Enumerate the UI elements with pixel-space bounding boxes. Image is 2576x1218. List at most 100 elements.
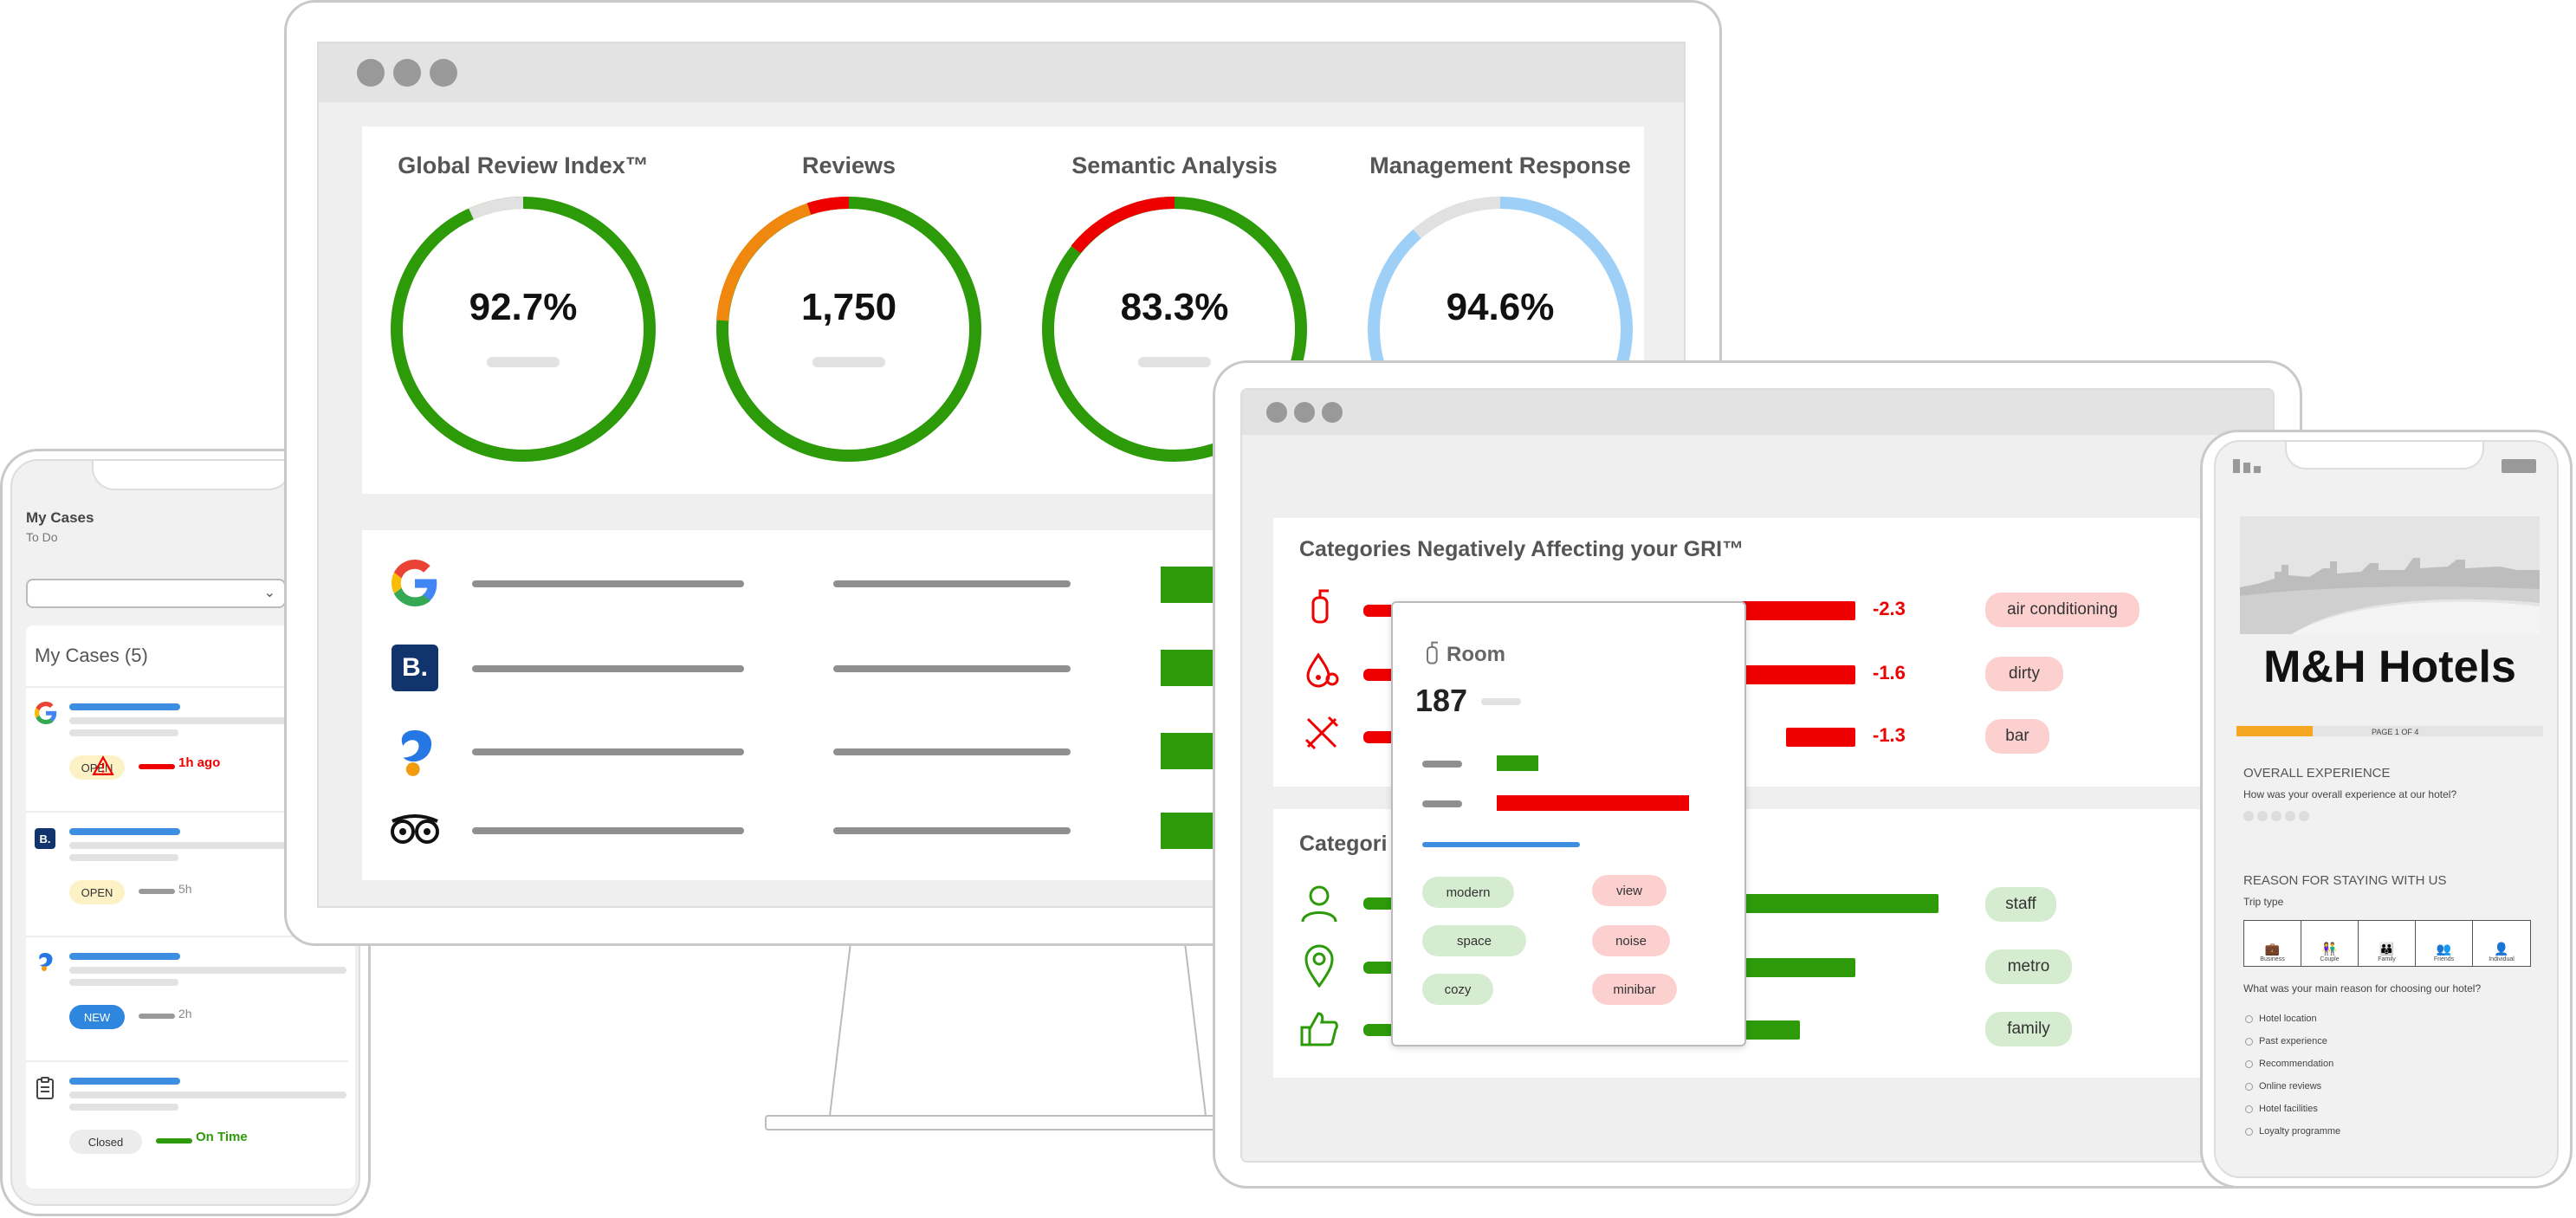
popup-positive-bar (1497, 755, 1538, 771)
source-name-line (472, 580, 744, 587)
page-indicator: PAGE 1 OF 4 (2372, 728, 2419, 736)
time-bar (139, 889, 175, 894)
window-control-dot[interactable] (430, 59, 457, 87)
popup-positive-tag[interactable]: space (1422, 925, 1526, 956)
case-title-line (69, 828, 180, 835)
source-score-bar (1161, 650, 1213, 686)
case-title-line (69, 953, 180, 960)
kpi-value: 94.6% (1446, 286, 1555, 328)
ctrip-icon (39, 953, 53, 971)
filter-dropdown[interactable]: ⌄ (26, 579, 286, 608)
hotel-brand: M&H Hotels (2263, 642, 2516, 692)
signal-icon (2233, 459, 2266, 473)
kpi-title: Global Review Index™ (398, 152, 649, 178)
category-tag[interactable]: bar (1985, 719, 2049, 754)
popup-positive-tag[interactable]: cozy (1422, 974, 1493, 1005)
popup-count: 187 (1415, 683, 1468, 718)
window-control-dot[interactable] (393, 59, 421, 87)
gauge-semantic (1042, 196, 1307, 462)
reason-label: Hotel location (2259, 1014, 2317, 1024)
trip-type-option[interactable]: 👥 Friends (2416, 921, 2473, 966)
trip-type-label: Trip type (2243, 896, 2284, 908)
individual-icon: 👤 (2494, 942, 2509, 956)
popup-stat-label (1422, 800, 1462, 807)
thumbs-up-icon (1300, 1012, 1338, 1046)
section-title: OVERALL EXPERIENCE (2243, 766, 2391, 781)
booking-icon: B. (35, 828, 55, 849)
reason-radio[interactable] (2245, 1083, 2253, 1091)
case-text-line (69, 729, 178, 736)
window-control-dot[interactable] (1322, 402, 1343, 423)
gauge-gri (391, 197, 656, 462)
briefcase-icon: 💼 (2264, 942, 2281, 956)
hotel-skyline-image (2240, 516, 2540, 634)
family-icon: 👪 (2379, 942, 2395, 956)
status-badge: OPEN (69, 880, 125, 904)
trip-type-option[interactable]: 👫 Couple (2301, 921, 2359, 966)
popup-negative-tag[interactable]: minibar (1592, 974, 1677, 1005)
status-badge: NEW (69, 1005, 125, 1029)
trip-type-selector[interactable]: 💼 Business 👫 Couple 👪 Family 👥 Friends 👤 Indi… (2243, 920, 2531, 967)
reason-label: Past experience (2259, 1036, 2327, 1046)
category-tag[interactable]: metro (1985, 949, 2072, 984)
category-tag[interactable]: staff (1985, 887, 2056, 922)
case-text-line (69, 854, 178, 861)
cases-header-subtitle: To Do (26, 530, 58, 544)
popup-positive-tag[interactable]: modern (1422, 877, 1514, 908)
case-card[interactable] (26, 937, 348, 1062)
case-title-line (69, 703, 180, 710)
fire-extinguisher-icon (1427, 641, 1438, 664)
case-time: 5h (178, 882, 192, 896)
window-control-dot[interactable] (357, 59, 385, 87)
time-bar (139, 1014, 175, 1019)
case-text-line (69, 842, 346, 849)
reason-radio[interactable] (2245, 1128, 2253, 1136)
source-name-line (472, 827, 744, 834)
kpi-title: Reviews (801, 152, 896, 178)
positive-bar (1363, 962, 1398, 974)
trip-type-option[interactable]: 👤 Individual (2489, 942, 2515, 962)
reason-radio[interactable] (2245, 1060, 2253, 1068)
source-score-bar (1161, 567, 1213, 603)
rating-scale[interactable] (2243, 811, 2321, 823)
monitor-stand (764, 942, 1280, 1133)
cutlery-icon (1304, 716, 1339, 750)
category-tag[interactable]: family (1985, 1012, 2072, 1046)
case-text-line (69, 1104, 178, 1111)
popup-negative-tag[interactable]: noise (1592, 925, 1670, 956)
category-tag[interactable]: air conditioning (1985, 593, 2139, 627)
source-stat-line (833, 748, 1071, 755)
case-card[interactable] (26, 1062, 348, 1187)
kpi-value: 1,750 (800, 286, 897, 328)
reason-radio[interactable] (2245, 1038, 2253, 1046)
popup-negative-tag[interactable]: view (1592, 875, 1667, 906)
case-card[interactable] (26, 688, 348, 813)
chevron-down-icon: ⌄ (263, 586, 275, 600)
positive-bar (1741, 894, 1938, 913)
cases-header-title: My Cases (26, 509, 94, 526)
right-phone-screen: M&H Hotels PAGE 1 OF 4 OVERALL EXPERIENC… (2214, 440, 2559, 1178)
negative-bar (1363, 605, 1398, 617)
popup-stat-label (1422, 761, 1462, 768)
case-card[interactable]: B. (26, 813, 348, 937)
survey-progress-track (2236, 726, 2543, 736)
category-tag[interactable]: dirty (1985, 657, 2063, 691)
source-score-bar (1161, 813, 1213, 849)
warning-icon (92, 755, 114, 775)
window-control-dot[interactable] (1266, 402, 1287, 423)
case-text-line (69, 967, 346, 974)
trip-type-option[interactable]: 💼 Business (2244, 921, 2301, 966)
time-bar (139, 764, 175, 769)
phone-notch (2285, 442, 2484, 470)
source-stat-line (833, 827, 1071, 834)
window-control-dot[interactable] (1294, 402, 1315, 423)
kpi-sub-line (1138, 357, 1211, 367)
kpi-title: Semantic Analysis (1071, 152, 1278, 178)
trip-type-option[interactable]: 👪 Family (2359, 921, 2416, 966)
reason-radio[interactable] (2245, 1105, 2253, 1113)
case-time: On Time (196, 1130, 248, 1144)
gauge-reviews (716, 196, 981, 462)
reason-radio[interactable] (2245, 1015, 2253, 1023)
popup-title: Room (1447, 643, 1505, 666)
case-title-line (69, 1078, 180, 1085)
